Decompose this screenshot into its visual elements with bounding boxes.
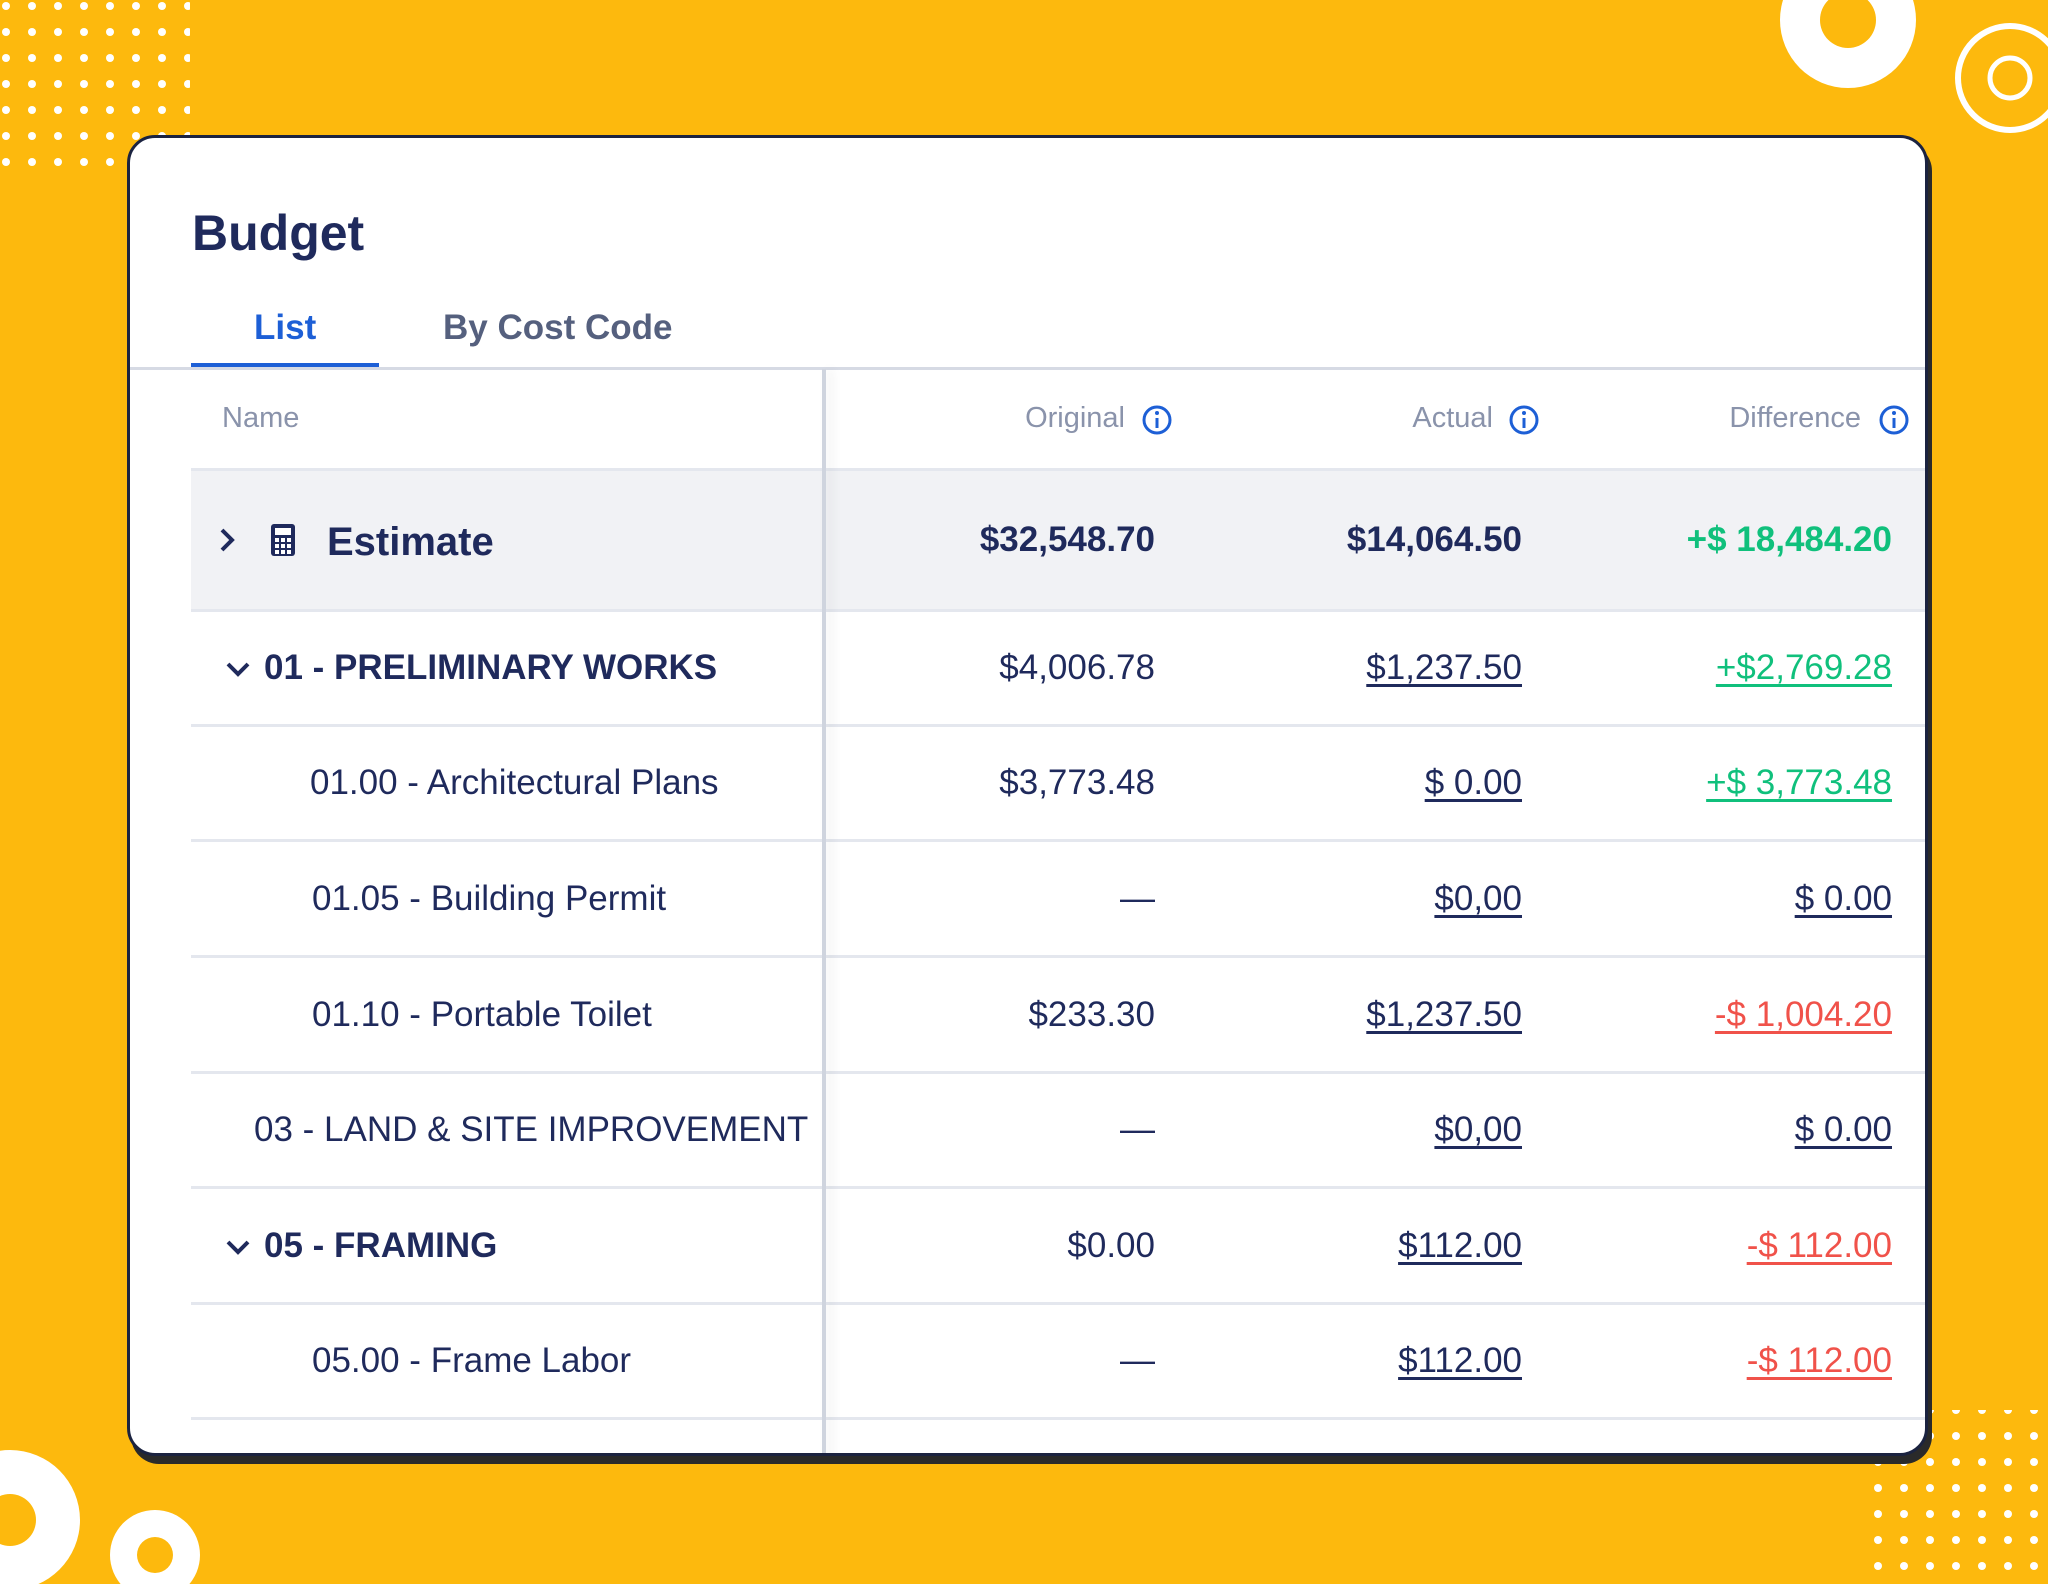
expand-chevron: [220, 528, 235, 552]
collapse-chevron: [226, 662, 250, 677]
actual-value[interactable]: $112.00: [1398, 1341, 1522, 1380]
row-name: Estimate: [327, 520, 494, 564]
actual-value[interactable]: $1,237.50: [1366, 648, 1522, 687]
actual-value[interactable]: $ 0.00: [1424, 763, 1522, 802]
collapse-chevron: [226, 1240, 250, 1255]
actual-value[interactable]: $14,064.50: [1346, 520, 1522, 559]
difference-value[interactable]: +$ 3,773.48: [1706, 763, 1892, 802]
row-name: 01 - PRELIMINARY WORKS: [264, 648, 718, 687]
tab-list[interactable]: List: [254, 308, 317, 347]
difference-value[interactable]: -$ 112.00: [1746, 1225, 1892, 1265]
original-value[interactable]: $3,773.48: [999, 763, 1155, 802]
info-icon: [1509, 405, 1539, 435]
tab-border: [130, 367, 1925, 370]
row-name: 01.05 - Building Permit: [312, 878, 667, 918]
header-row: [191, 369, 1925, 471]
actual-value[interactable]: $112.00: [1398, 1225, 1522, 1265]
original-value[interactable]: $4,006.78: [999, 648, 1155, 687]
col-actual: Actual: [1412, 402, 1493, 434]
table-row[interactable]: [191, 958, 1925, 1074]
actual-value[interactable]: $0,00: [1434, 878, 1522, 918]
col-difference: Difference: [1729, 402, 1861, 434]
table-row[interactable]: [191, 1189, 1925, 1305]
table-row[interactable]: [191, 727, 1925, 842]
actual-value[interactable]: $0,00: [1434, 1110, 1522, 1149]
difference-value[interactable]: -$ 1,004.20: [1714, 994, 1892, 1034]
table-row[interactable]: [191, 1074, 1925, 1189]
original-value[interactable]: $0.00: [1067, 1225, 1155, 1265]
table-row[interactable]: [191, 1305, 1925, 1420]
original-value[interactable]: $32,548.70: [979, 520, 1155, 559]
original-value[interactable]: —: [1120, 878, 1155, 918]
table-row[interactable]: [191, 471, 1925, 612]
actual-value[interactable]: $1,237.50: [1366, 994, 1522, 1034]
budget-card: Budget List By Cost Code Name Original A…: [127, 135, 1928, 1456]
difference-value[interactable]: -$ 112.00: [1746, 1341, 1892, 1380]
info-icon: [1879, 405, 1909, 435]
original-value[interactable]: —: [1120, 1110, 1155, 1149]
row-name: 01.10 - Portable Toilet: [312, 994, 652, 1034]
original-value[interactable]: —: [1120, 1341, 1155, 1380]
difference-value[interactable]: $ 0.00: [1794, 1110, 1892, 1149]
difference-value[interactable]: +$2,769.28: [1715, 648, 1892, 687]
info-icon: [1142, 405, 1172, 435]
tab-underline: [191, 363, 379, 368]
row-name: 03 - LAND & SITE IMPROVEMENT: [254, 1110, 809, 1149]
title: Budget: [192, 205, 365, 261]
col-name: Name: [222, 402, 300, 434]
row-name: 05 - FRAMING: [264, 1225, 498, 1265]
calculator-icon: [271, 524, 295, 556]
column-divider: [822, 369, 826, 1453]
original-value[interactable]: $233.30: [1028, 994, 1155, 1034]
row-name: 05.00 - Frame Labor: [312, 1341, 632, 1380]
row-name: 01.00 - Architectural Plans: [310, 763, 719, 802]
table-row[interactable]: [191, 842, 1925, 958]
difference-value[interactable]: $ 0.00: [1794, 878, 1892, 918]
tab-cost-code[interactable]: By Cost Code: [443, 308, 673, 347]
col-original: Original: [1025, 402, 1125, 434]
table-row[interactable]: [191, 612, 1925, 727]
difference-value[interactable]: +$ 18,484.20: [1686, 520, 1892, 559]
